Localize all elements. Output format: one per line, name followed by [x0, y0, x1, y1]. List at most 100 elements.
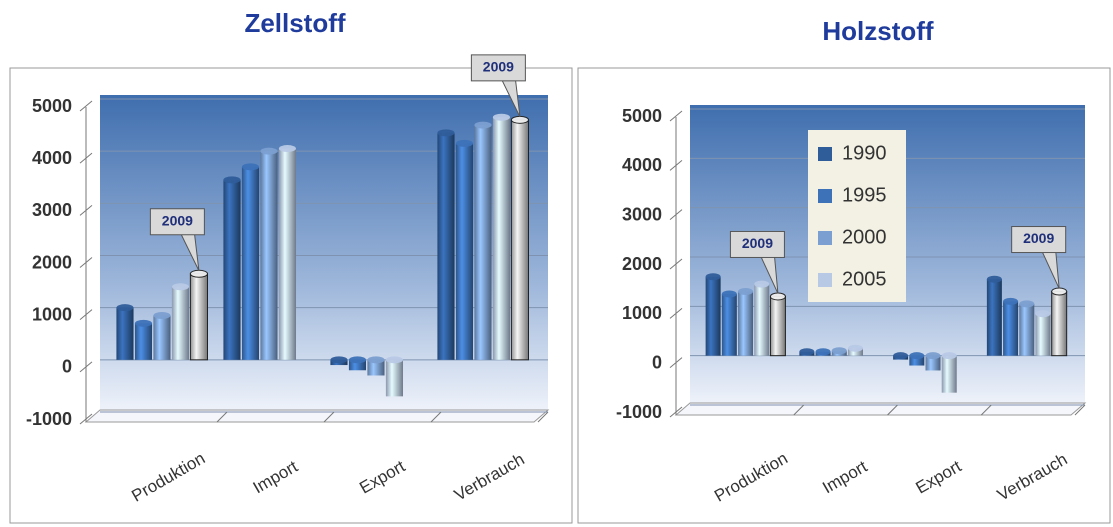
bar-top: [348, 356, 367, 364]
bar-top: [721, 290, 737, 298]
bar-top: [510, 115, 529, 124]
bar-top: [986, 275, 1002, 283]
bar-top: [278, 145, 297, 153]
bar: [153, 315, 171, 360]
bar: [474, 125, 492, 360]
bar: [721, 294, 737, 356]
bar-top: [815, 348, 831, 356]
y-tick-label: 2000: [32, 252, 72, 272]
x-tick-mark: [216, 411, 228, 423]
bar-top: [474, 121, 492, 129]
bar: [260, 151, 278, 360]
bar: [1051, 291, 1068, 357]
bar-top: [1003, 297, 1019, 305]
x-tick-mark: [537, 411, 549, 423]
bar-top: [223, 176, 241, 184]
legend-label: 2000: [842, 226, 887, 248]
bar-top: [116, 304, 134, 312]
legend-label: 1995: [842, 184, 887, 206]
bar: [769, 295, 786, 357]
bar-top: [241, 163, 260, 171]
bar-top: [437, 129, 455, 137]
bar: [1035, 313, 1051, 356]
bar-top: [189, 269, 208, 278]
y-tick-label: 4000: [32, 148, 72, 168]
bar-top: [831, 347, 847, 355]
bar-top: [134, 319, 153, 327]
tick-mark: [79, 100, 93, 112]
bar-top: [492, 113, 511, 121]
bar: [1003, 301, 1019, 356]
bar: [941, 355, 957, 393]
bar: [754, 284, 770, 356]
bar: [171, 286, 190, 360]
x-tick-mark: [887, 404, 898, 416]
x-tick-mark: [1074, 404, 1086, 416]
bar: [847, 348, 863, 356]
bar-top: [171, 283, 190, 291]
bar-top: [893, 352, 909, 360]
y-tick-label: 0: [62, 357, 72, 377]
y-tick-label: 3000: [32, 200, 72, 220]
bar-top: [847, 344, 863, 352]
bar-top: [330, 356, 348, 364]
x-tick-mark: [430, 411, 442, 423]
callout-label: 2009: [483, 59, 514, 75]
bar-top: [1051, 287, 1068, 296]
bar: [385, 359, 404, 397]
callout-box: [470, 54, 526, 82]
chart-title: Holzstoff: [822, 16, 934, 46]
bar: [437, 132, 455, 360]
legend-swatch: [818, 189, 832, 203]
legend-label: 2005: [842, 268, 887, 290]
bar: [1019, 303, 1035, 356]
bar: [134, 323, 153, 360]
bar: [116, 307, 134, 360]
bar-top: [455, 139, 474, 147]
chart-title: Zellstoff: [244, 8, 345, 38]
plot-floor: [674, 402, 1087, 416]
x-tick-mark: [980, 404, 992, 416]
bar: [223, 179, 241, 360]
bar-top: [1035, 310, 1051, 318]
bar: [492, 117, 511, 360]
tick-mark: [669, 110, 683, 122]
bar-top: [260, 147, 278, 155]
bar: [738, 291, 754, 356]
bar: [909, 355, 925, 366]
callout-label: 2009: [1023, 230, 1054, 246]
bar-top: [909, 352, 925, 360]
bar-top: [153, 311, 171, 319]
x-tick-mark: [793, 404, 805, 416]
y-tick-label: 1000: [622, 303, 662, 323]
bar-top: [941, 352, 957, 360]
bar: [278, 148, 297, 360]
y-tick-label: 2000: [622, 254, 662, 274]
callout-label: 2009: [742, 235, 773, 251]
bar: [189, 273, 208, 361]
bar: [348, 359, 367, 371]
bar-top: [385, 356, 404, 364]
legend-swatch: [818, 273, 832, 287]
y-tick-label: 4000: [622, 155, 662, 175]
bar-top: [925, 352, 941, 360]
y-tick-label: -1000: [26, 409, 72, 429]
y-tick-label: 5000: [32, 96, 72, 116]
y-tick-label: 3000: [622, 204, 662, 224]
bar: [510, 119, 529, 361]
callout-box: [729, 230, 785, 258]
bar: [705, 276, 721, 356]
legend-swatch: [818, 231, 832, 245]
callout-box: [149, 208, 205, 236]
callout-box: [1011, 226, 1067, 254]
bar-top: [754, 280, 770, 288]
legend-swatch: [818, 147, 832, 161]
bar: [986, 279, 1002, 356]
y-tick-label: 5000: [622, 106, 662, 126]
bar: [455, 143, 474, 360]
bar: [241, 166, 260, 360]
bar: [925, 355, 941, 371]
callout-label: 2009: [162, 212, 193, 228]
plot-floor: [84, 409, 550, 423]
